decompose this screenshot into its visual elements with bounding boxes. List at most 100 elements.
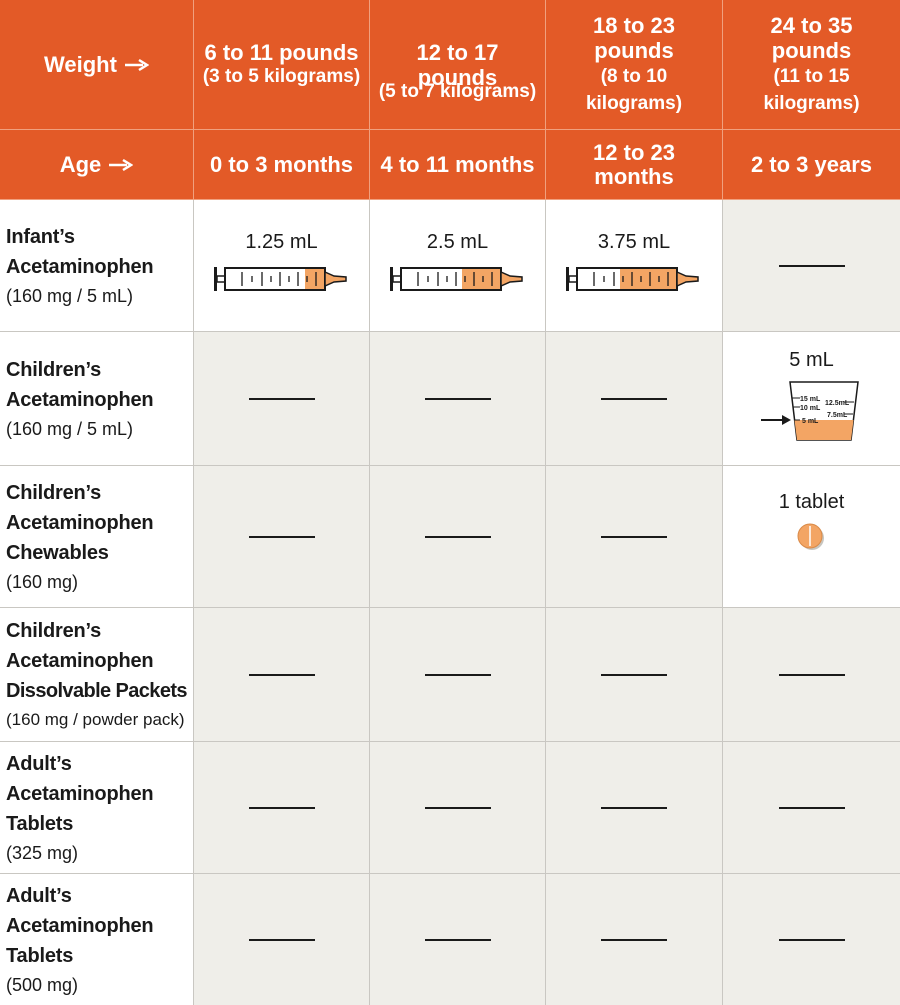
age-range: 0 to 3 months	[209, 151, 353, 177]
product-strength: (160 mg)	[6, 571, 79, 592]
dose-amount: 3.75 mL	[597, 231, 671, 253]
no-dose-dash	[778, 938, 845, 941]
no-dose-dash	[248, 673, 315, 676]
dose-cell-empty	[546, 466, 723, 608]
table-row: Infant’s Acetaminophen (160 mg / 5 mL) 1…	[0, 200, 900, 332]
product-name-line: Children’s	[6, 619, 102, 642]
weight-header-cell: 6 to 11 pounds (3 to 5 kilograms)	[194, 0, 370, 130]
product-name-line: Adult’s	[6, 752, 72, 775]
product-strength: (160 mg / 5 mL)	[6, 418, 134, 439]
weight-kilograms: (11 to 15 kilograms)	[763, 65, 860, 114]
no-dose-dash	[424, 806, 491, 809]
no-dose-dash	[248, 397, 315, 400]
dose-cell-empty	[723, 608, 900, 742]
table-row: Adult’s Acetaminophen Tablets (325 mg)	[0, 742, 900, 874]
product-name-line: Tablets	[6, 944, 74, 967]
dose-amount: 2.5 mL	[426, 231, 489, 253]
weight-label: Weight	[44, 51, 117, 77]
cup-mark-12-5ml: 12.5mL	[825, 400, 850, 407]
product-name-line: Acetaminophen	[6, 782, 154, 805]
dose-cell-empty	[194, 466, 370, 608]
no-dose-dash	[601, 673, 667, 676]
weight-pounds: 12 to 17 pounds	[416, 39, 499, 90]
product-name-line: Infant’s	[6, 225, 75, 248]
weight-kilograms: (5 to 7 kilograms)	[378, 81, 537, 102]
cup-mark-5ml: 5 mL	[802, 418, 819, 425]
dose-cell-empty	[723, 874, 900, 1005]
cup-mark-7-5ml: 7.5mL	[827, 412, 848, 419]
weight-kilograms: (8 to 10 kilograms)	[585, 65, 683, 114]
product-cell: Children’s Acetaminophen (160 mg / 5 mL)	[0, 332, 194, 466]
dose-cell: 3.75 mL	[546, 200, 723, 332]
no-dose-dash	[424, 535, 491, 538]
no-dose-dash	[248, 535, 315, 538]
weight-header-row: Weight 6 to 11 pounds (3 to 5 kilograms)…	[0, 0, 900, 130]
syringe-icon	[388, 262, 528, 301]
dose-cell-empty	[194, 332, 370, 466]
dose-cell: 1.25 mL	[194, 200, 370, 332]
dose-amount: 1 tablet	[778, 491, 845, 513]
no-dose-dash	[248, 806, 315, 809]
dose-cell-empty	[194, 608, 370, 742]
syringe-icon	[212, 262, 352, 301]
product-cell: Adult’s Acetaminophen Tablets (325 mg)	[0, 742, 194, 874]
dose-cell-empty	[546, 608, 723, 742]
dose-cell-empty	[546, 742, 723, 874]
no-dose-dash	[778, 673, 845, 676]
age-header-label-cell: Age	[0, 130, 194, 200]
age-header-row: Age 0 to 3 months 4 to 11 months 12 to 2…	[0, 130, 900, 200]
cup-mark-10ml: 10 mL	[800, 405, 821, 412]
syringe-icon	[564, 262, 704, 301]
table-row: Children’s Acetaminophen Chewables (160 …	[0, 466, 900, 608]
dose-cell: 2.5 mL	[370, 200, 546, 332]
table-row: Adult’s Acetaminophen Tablets (500 mg)	[0, 874, 900, 1005]
table-row: Children’s Acetaminophen Dissolvable Pac…	[0, 608, 900, 742]
dose-cell: 1 tablet	[723, 466, 900, 608]
dose-cell-empty	[194, 874, 370, 1005]
product-cell: Children’s Acetaminophen Dissolvable Pac…	[0, 608, 194, 742]
product-name-line: Acetaminophen	[6, 511, 154, 534]
product-name-line: Chewables	[6, 541, 109, 564]
age-range: 12 to 23 months	[593, 139, 675, 189]
weight-pounds: 24 to 35 pounds	[770, 12, 853, 63]
product-name-line: Acetaminophen	[6, 388, 154, 411]
age-header-cell: 2 to 3 years	[723, 130, 900, 200]
product-strength: (500 mg)	[6, 974, 79, 995]
dose-cell-empty	[370, 874, 546, 1005]
cup-mark-15ml: 15 mL	[800, 396, 821, 403]
product-strength: (160 mg / 5 mL)	[6, 285, 134, 306]
no-dose-dash	[601, 938, 667, 941]
no-dose-dash	[778, 264, 845, 267]
product-cell: Infant’s Acetaminophen (160 mg / 5 mL)	[0, 200, 194, 332]
dose-cell-empty	[723, 742, 900, 874]
tablet-icon	[796, 522, 826, 557]
weight-header-label-cell: Weight	[0, 0, 194, 130]
age-header-cell: 0 to 3 months	[194, 130, 370, 200]
arrow-right-icon	[760, 415, 791, 425]
product-name-line: Adult’s	[6, 884, 72, 907]
product-strength: (160 mg / powder pack)	[6, 709, 185, 729]
no-dose-dash	[424, 673, 491, 676]
arrow-right-icon	[109, 152, 134, 178]
dose-cell: 5 mL 15 mL 12.5mL	[723, 332, 900, 466]
no-dose-dash	[601, 806, 667, 809]
product-name-line: Acetaminophen	[6, 649, 154, 672]
weight-header-cell: 24 to 35 pounds (11 to 15 kilograms)	[723, 0, 900, 130]
age-header-cell: 12 to 23 months	[546, 130, 723, 200]
product-cell: Children’s Acetaminophen Chewables (160 …	[0, 466, 194, 608]
weight-kilograms: (3 to 5 kilograms)	[202, 66, 361, 87]
dose-amount: 1.25 mL	[245, 231, 318, 253]
dose-cell-empty	[370, 608, 546, 742]
product-cell: Adult’s Acetaminophen Tablets (500 mg)	[0, 874, 194, 1005]
product-name-line: Acetaminophen	[6, 914, 154, 937]
product-name-line: Dissolvable Packets	[6, 679, 188, 702]
no-dose-dash	[601, 397, 667, 400]
no-dose-dash	[424, 938, 491, 941]
arrow-right-icon	[124, 52, 150, 78]
no-dose-dash	[601, 535, 667, 538]
age-range: 4 to 11 months	[380, 151, 535, 177]
weight-pounds: 6 to 11 pounds	[204, 40, 359, 65]
weight-header-cell: 12 to 17 pounds (5 to 7 kilograms)	[370, 0, 546, 130]
no-dose-dash	[248, 938, 315, 941]
